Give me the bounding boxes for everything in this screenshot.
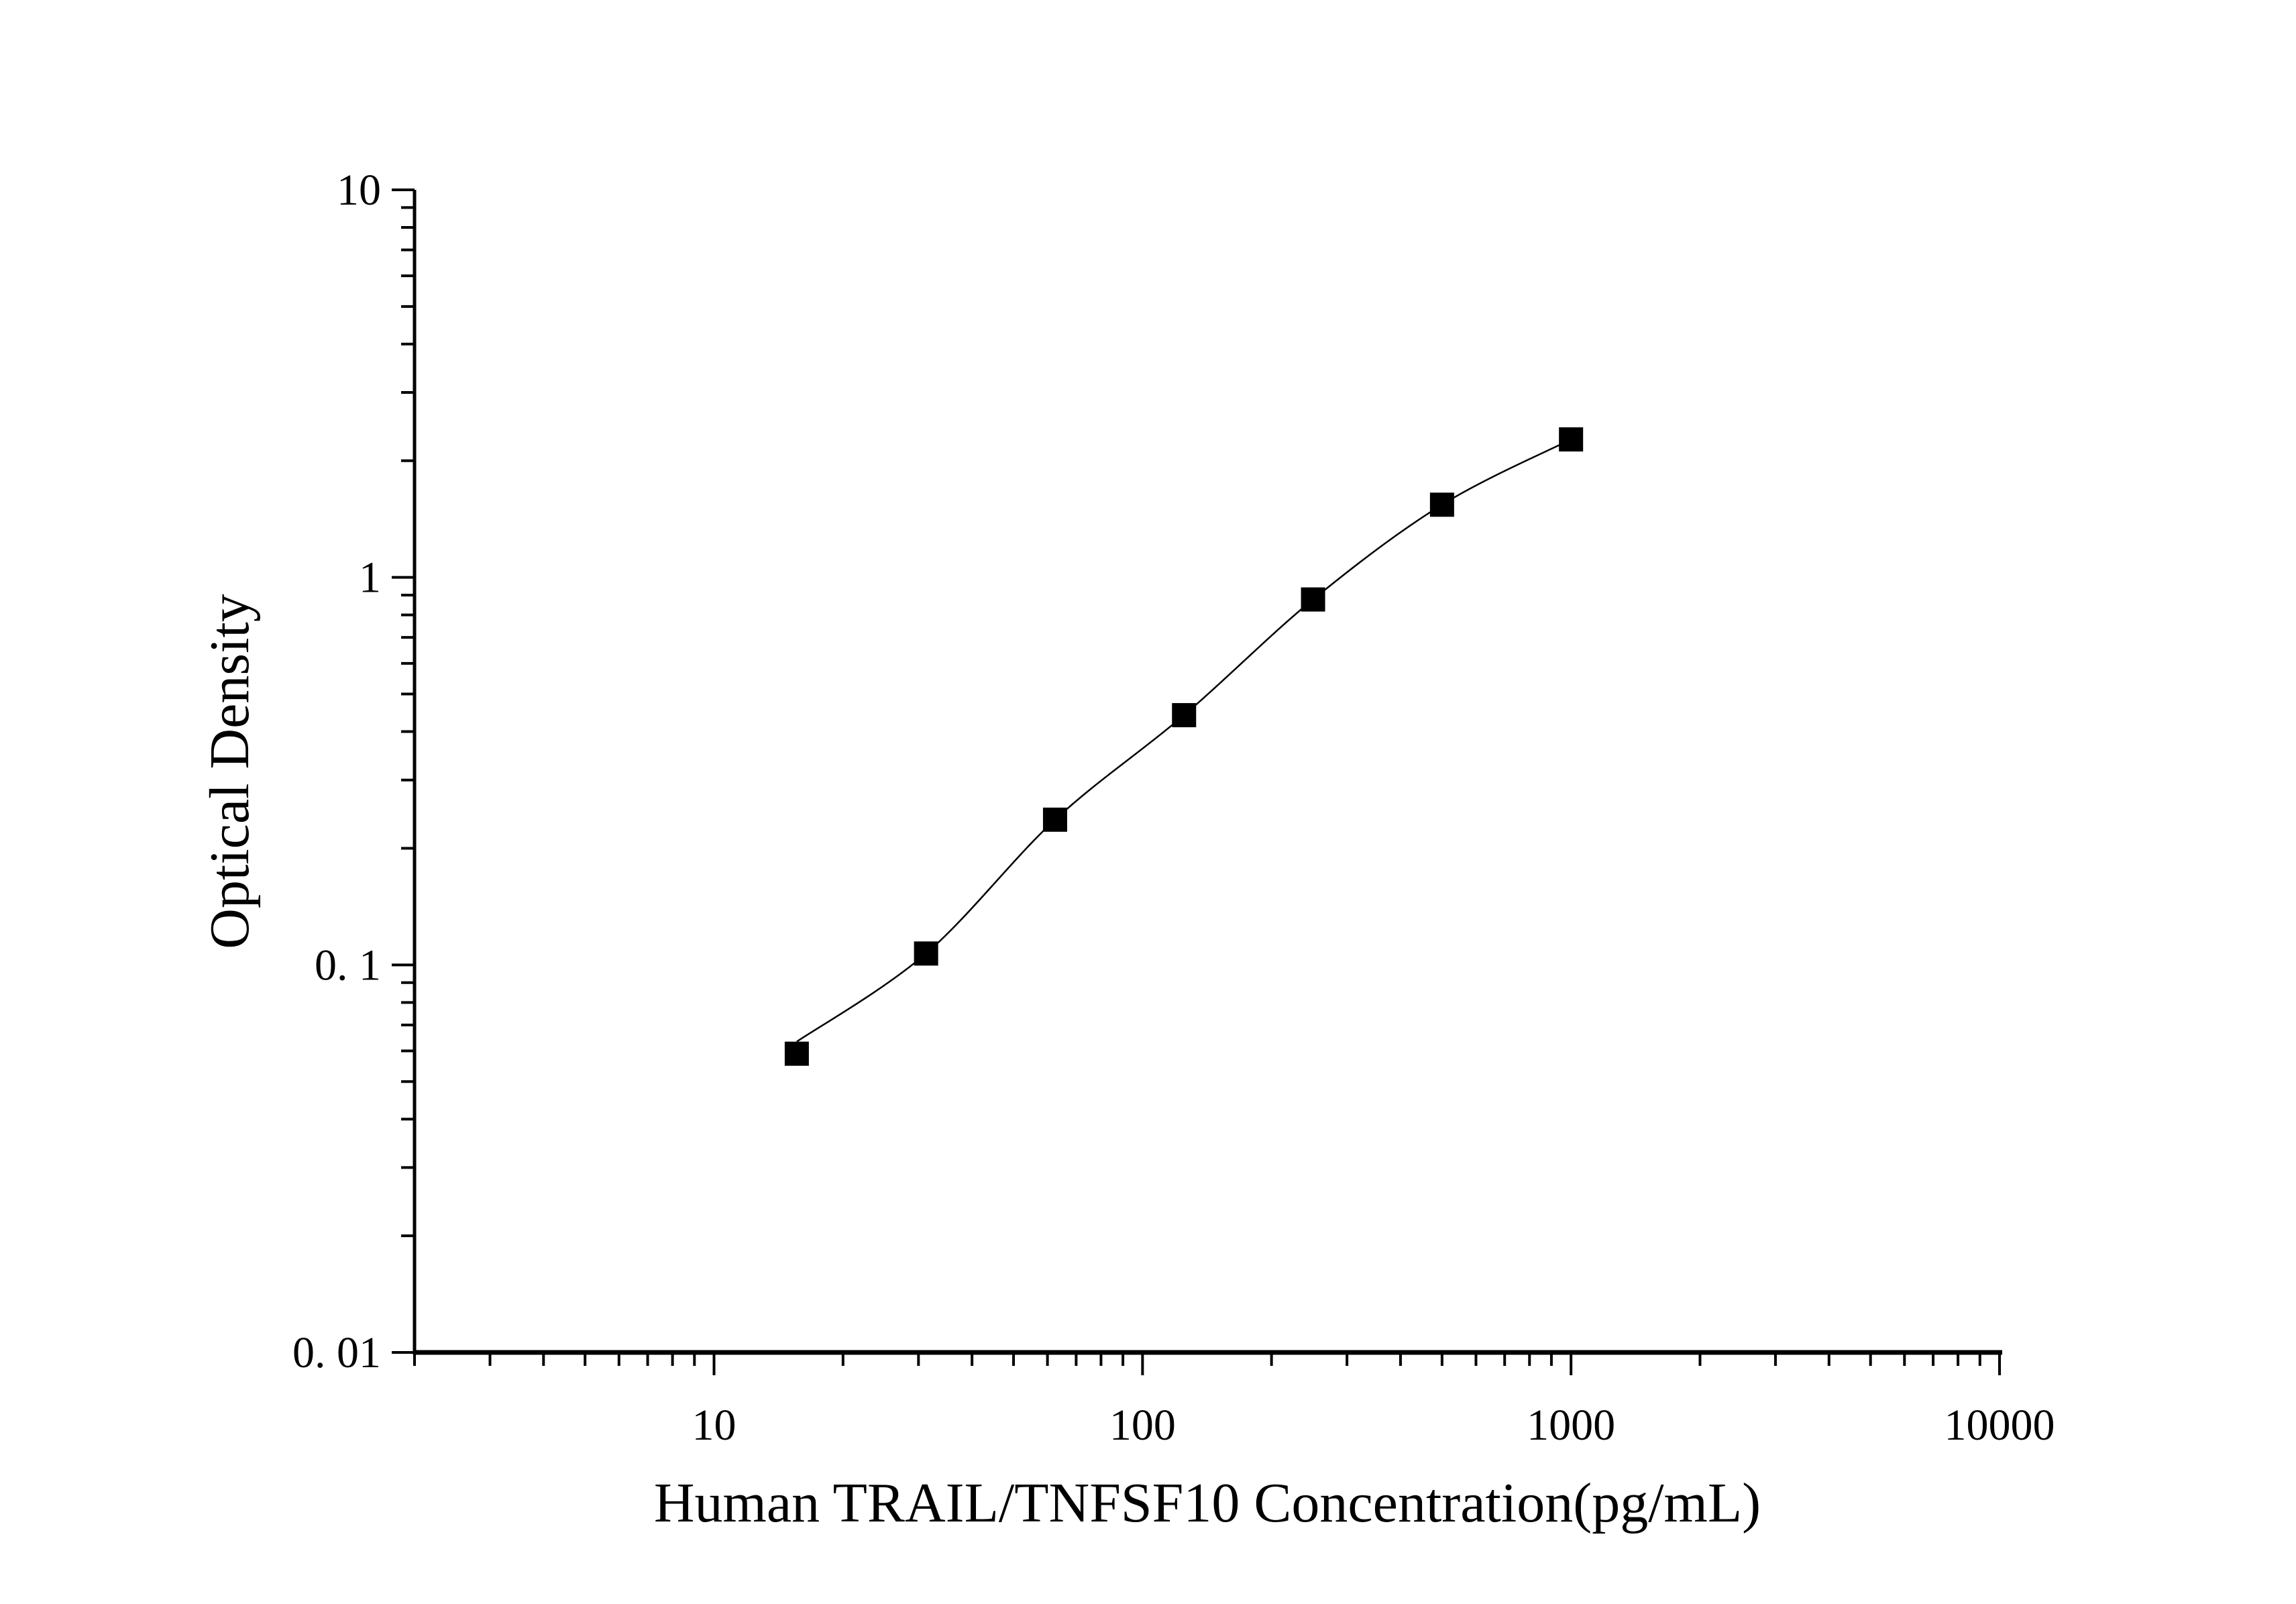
x-tick-label: 10000 [1945, 1401, 2055, 1450]
data-point [914, 941, 938, 966]
y-tick-labels: 0. 01 0. 1 1 10 [292, 166, 381, 1377]
x-tick-label: 10 [692, 1401, 736, 1450]
data-point [1042, 807, 1067, 832]
data-point [1301, 587, 1325, 612]
x-tick-label: 100 [1109, 1401, 1176, 1450]
fit-curve [796, 438, 1572, 1042]
data-point [1559, 427, 1584, 452]
y-tick-label: 1 [359, 553, 381, 602]
axes [392, 189, 2002, 1375]
data-points [784, 427, 1584, 1066]
x-axis-label: Human TRAIL/TNFSF10 Concentration(pg/mL) [654, 1472, 1761, 1534]
data-point [1172, 703, 1197, 728]
data-point [1429, 492, 1454, 517]
x-tick-label: 1000 [1527, 1401, 1615, 1450]
y-tick-label: 0. 01 [292, 1328, 381, 1377]
data-point [784, 1041, 809, 1066]
y-tick-label: 0. 1 [315, 941, 381, 990]
y-axis-label: Optical Density [199, 594, 261, 949]
y-tick-label: 10 [337, 166, 381, 215]
x-tick-labels: 10 100 1000 10000 [692, 1401, 2055, 1450]
